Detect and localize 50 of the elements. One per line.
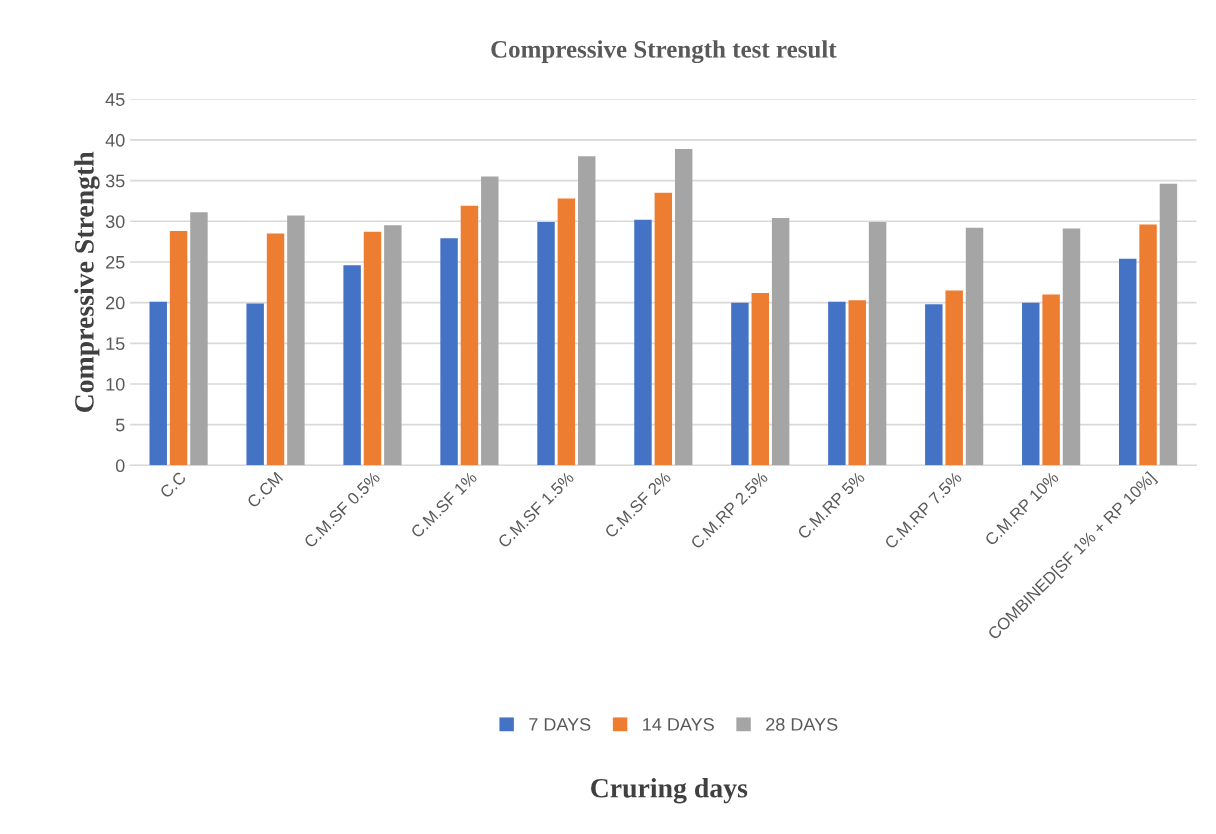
bar <box>384 225 402 466</box>
chart-title: Compressive Strength test result <box>491 40 837 64</box>
bar <box>287 215 305 466</box>
bar <box>965 227 984 466</box>
bar <box>440 238 458 466</box>
bar <box>460 205 479 466</box>
bar <box>1139 224 1157 466</box>
bar <box>266 233 285 466</box>
bar <box>557 198 576 466</box>
y-tick-label: 35 <box>105 174 125 188</box>
bar <box>771 218 790 466</box>
bar <box>343 265 361 466</box>
y-tick-label: 5 <box>115 418 125 432</box>
bar <box>190 212 208 466</box>
bar <box>246 303 264 466</box>
bar <box>169 231 188 466</box>
bar <box>578 156 596 466</box>
y-tick-label: 10 <box>106 377 125 391</box>
y-tick-label: 30 <box>105 215 125 229</box>
legend-label: 7 DAYS <box>529 718 591 731</box>
y-axis-title: Compressive Strength <box>74 151 100 413</box>
y-tick-label: 45 <box>105 93 125 106</box>
bar <box>1062 228 1081 466</box>
bar <box>634 219 652 466</box>
y-tick-label: 20 <box>106 296 125 310</box>
y-tick-label: 40 <box>105 133 125 147</box>
bar <box>828 301 846 466</box>
bar <box>363 231 382 466</box>
bar <box>481 176 499 466</box>
bar <box>925 304 943 466</box>
bar <box>674 148 693 466</box>
y-tick-label: 0 <box>115 459 125 473</box>
bar <box>1022 302 1040 466</box>
legend-label: 14 DAYS <box>643 718 714 731</box>
y-tick-label: 15 <box>106 337 125 351</box>
bar <box>1118 258 1137 466</box>
legend-label: 28 DAYS <box>766 718 838 731</box>
y-tick-label: 25 <box>106 255 125 269</box>
bar <box>537 222 555 466</box>
bar <box>945 290 963 466</box>
bar <box>149 301 167 466</box>
bar <box>848 300 866 466</box>
x-axis-title: Cruring days <box>591 778 748 804</box>
bar <box>868 222 887 466</box>
x-tick-label: C.C <box>159 470 187 499</box>
bar <box>1042 294 1060 466</box>
bar <box>654 192 673 466</box>
bar <box>751 292 769 466</box>
bar <box>1159 183 1178 466</box>
bar <box>731 302 749 466</box>
